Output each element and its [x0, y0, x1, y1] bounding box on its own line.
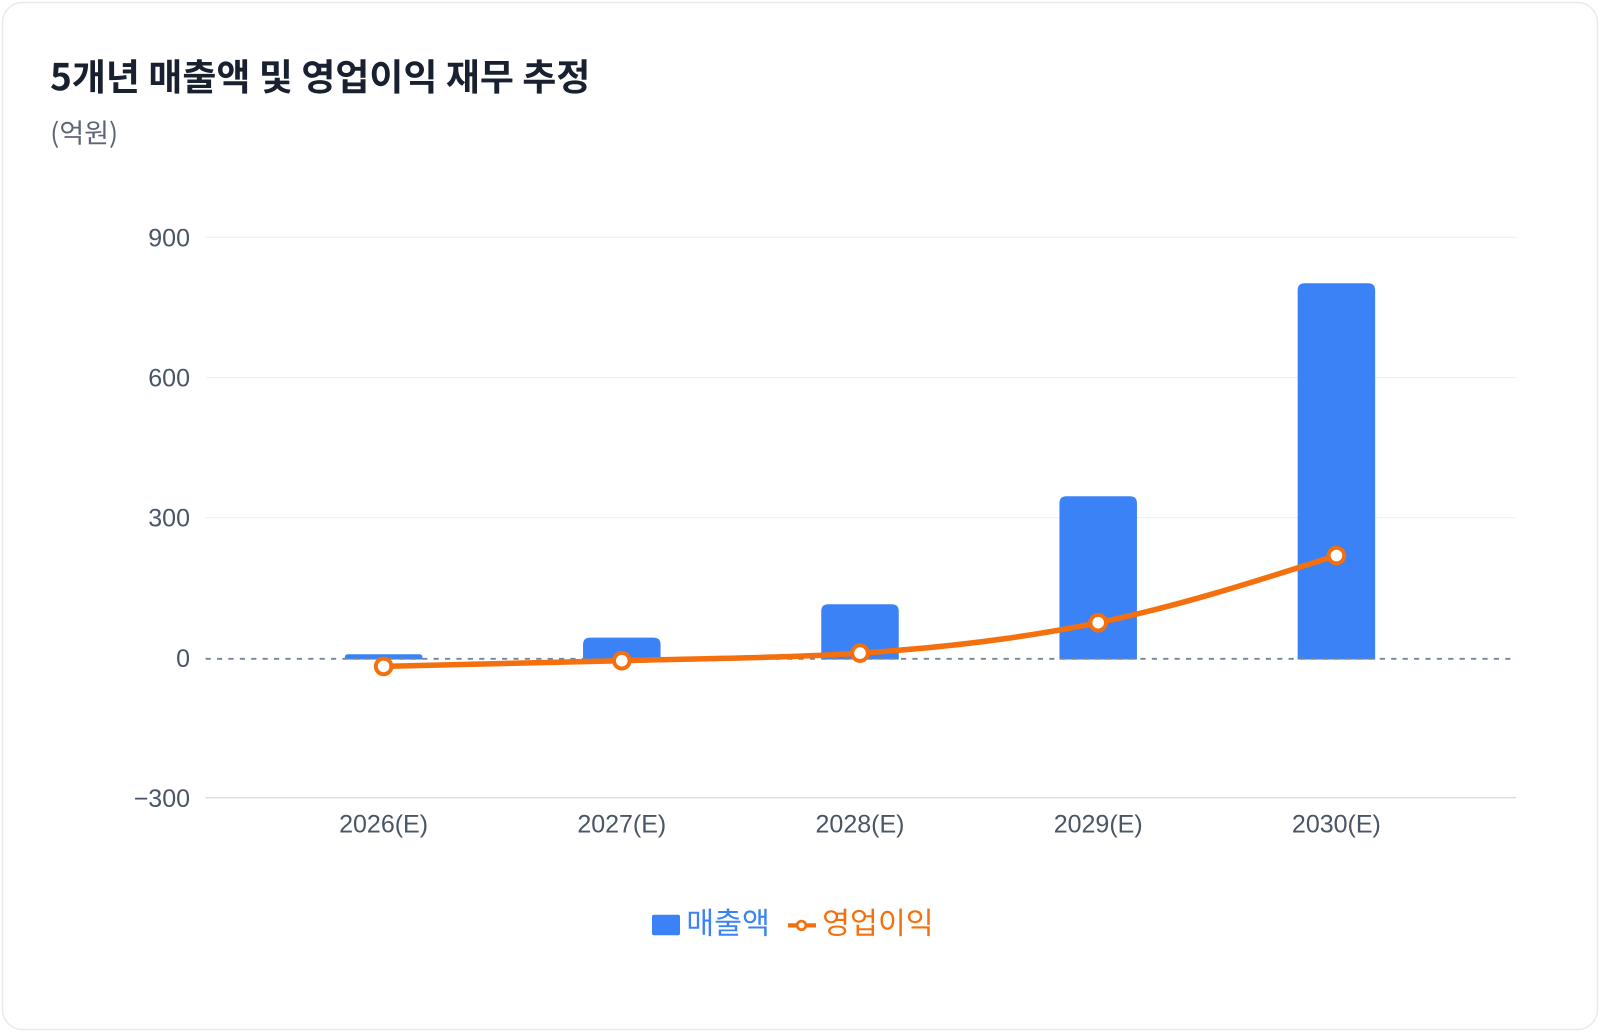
svg-text:2030(E): 2030(E) [1292, 811, 1381, 839]
svg-text:2029(E): 2029(E) [1054, 811, 1143, 839]
svg-text:2028(E): 2028(E) [816, 811, 905, 839]
svg-text:300: 300 [148, 505, 190, 533]
svg-text:900: 900 [148, 225, 190, 253]
svg-text:2026(E): 2026(E) [339, 811, 428, 839]
svg-text:600: 600 [148, 365, 190, 393]
svg-text:0: 0 [176, 645, 190, 673]
svg-text:−300: −300 [134, 785, 190, 813]
svg-text:2027(E): 2027(E) [577, 811, 666, 839]
